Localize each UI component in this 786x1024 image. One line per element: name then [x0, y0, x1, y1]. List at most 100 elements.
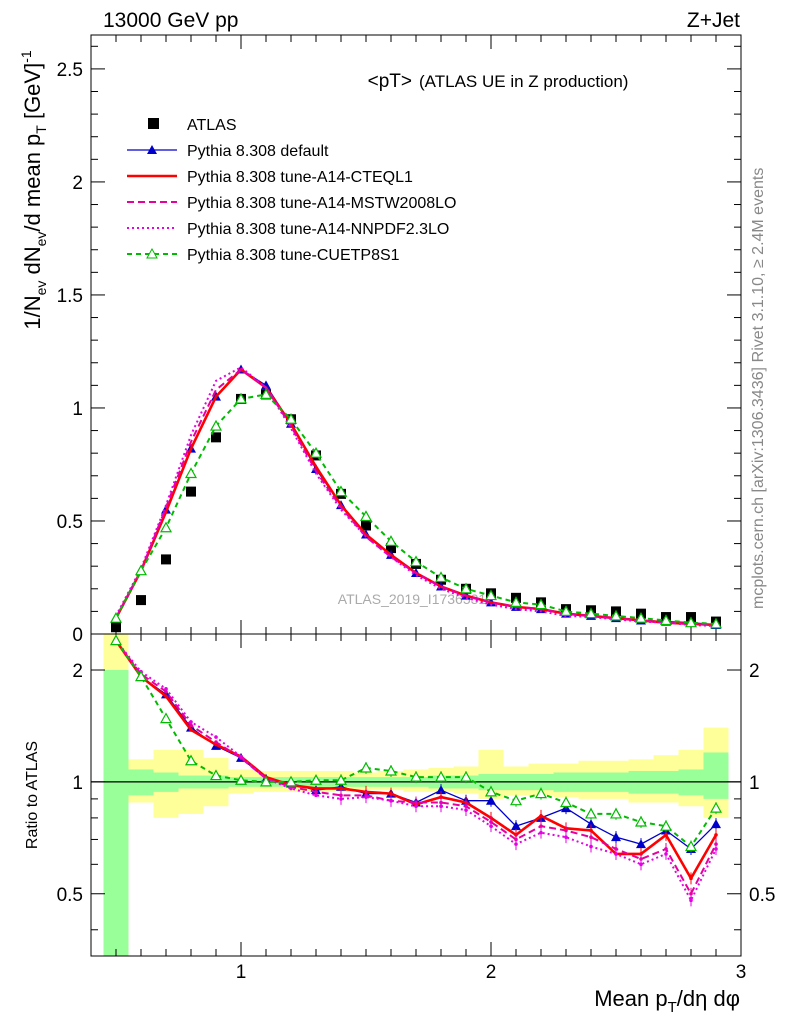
energy-label: 13000 GeV pp — [103, 9, 238, 32]
series-marker — [434, 571, 448, 583]
ratio-marker — [689, 891, 693, 896]
series-marker — [609, 609, 623, 621]
ratio-marker — [314, 790, 318, 794]
series-marker — [584, 607, 598, 619]
atlas-point — [136, 595, 146, 606]
series-marker — [659, 614, 673, 626]
series-line — [115, 368, 717, 626]
legend-entry: ATLAS — [148, 117, 237, 134]
ratio-marker — [239, 754, 243, 759]
ratio-marker — [489, 824, 493, 828]
ratio-marker — [589, 844, 593, 849]
ratio-marker — [259, 775, 273, 787]
main-panel-series — [109, 364, 723, 633]
y-tick-label: 1.5 — [57, 286, 83, 307]
series-marker — [184, 467, 198, 479]
ratio-marker — [384, 764, 398, 776]
ratio-marker — [639, 862, 643, 867]
ratio-marker — [184, 754, 198, 766]
ratio-marker — [359, 761, 373, 773]
ratio-marker — [314, 793, 318, 798]
series-5 — [109, 388, 723, 629]
analysis-watermark: ATLAS_2019_I1736531 — [338, 591, 487, 607]
ratio-marker — [589, 828, 593, 833]
ratio-y-tick-label-right: 1 — [749, 773, 760, 794]
series-4 — [115, 366, 717, 628]
ratio-marker — [664, 852, 668, 856]
series-2 — [114, 367, 717, 627]
series-marker — [484, 589, 498, 601]
plot-title: <pT> (ATLAS UE in Z production) — [368, 71, 629, 92]
x-tick-label: 1 — [236, 962, 247, 983]
ratio-marker — [109, 634, 123, 646]
series-marker — [534, 598, 548, 610]
y-tick-label: 0 — [72, 625, 83, 646]
atlas-point — [111, 622, 121, 633]
ratio-marker — [509, 794, 523, 806]
ratio-marker — [209, 769, 223, 781]
ratio-marker — [284, 775, 298, 787]
ratio-marker — [334, 774, 348, 785]
ratio-marker — [659, 819, 673, 831]
ratio-marker — [234, 774, 248, 785]
ratio-y-tick-label-right: 2 — [749, 661, 760, 682]
legend: ATLAS Pythia 8.308 default Pythia 8.308 tu… — [127, 117, 456, 264]
title-main: <pT> — [368, 71, 412, 92]
ratio-marker — [609, 807, 623, 819]
legend-label: Pythia 8.308 tune-A14-NNPDF2.3LO — [187, 221, 449, 238]
ratio-marker — [714, 847, 718, 851]
series-marker — [359, 510, 373, 522]
legend-label: Pythia 8.308 tune-A14-MSTW2008LO — [187, 195, 456, 212]
ratio-marker — [164, 689, 168, 694]
ratio-marker — [636, 839, 646, 849]
legend-entry: Pythia 8.308 tune-A14-NNPDF2.3LO — [127, 221, 449, 238]
ratio-marker — [714, 833, 718, 837]
series-marker — [109, 611, 123, 623]
legend-label: Pythia 8.308 tune-A14-CTEQL1 — [187, 169, 413, 186]
series-marker — [509, 596, 523, 607]
ratio-marker — [486, 795, 496, 805]
ratio-series-4 — [109, 634, 723, 853]
ratio-marker — [189, 723, 193, 728]
ratio-marker — [164, 694, 168, 699]
series-marker — [309, 446, 323, 458]
series-marker — [159, 521, 173, 533]
ratio-marker — [214, 735, 218, 739]
series-marker — [284, 413, 298, 424]
ratio-uncertainty-bands — [103, 634, 729, 956]
y-tick-label: 2 — [72, 173, 83, 194]
ratio-marker — [564, 828, 568, 833]
main-panel-axes: 0 0.5 1 1.5 2 2.5 — [57, 34, 742, 646]
process-label: Z+Jet — [687, 9, 740, 32]
ratio-marker — [339, 797, 343, 801]
ratio-marker — [664, 833, 668, 837]
ratio-line — [115, 640, 717, 848]
y-tick-label: 1 — [72, 399, 83, 420]
series-marker — [384, 535, 398, 546]
ratio-marker — [684, 840, 698, 852]
ratio-marker — [459, 770, 473, 782]
ratio-panel-series — [109, 634, 723, 907]
legend-label: Pythia 8.308 default — [187, 143, 329, 160]
ratio-marker — [189, 720, 193, 724]
ratio-marker — [589, 835, 593, 839]
atlas-point — [386, 543, 396, 554]
source-label: mcplots.cern.ch [arXiv:1306.3436] — [750, 367, 767, 609]
x-tick-label: 3 — [736, 962, 747, 983]
legend-entry: Pythia 8.308 default — [127, 143, 329, 160]
series-marker — [684, 616, 698, 628]
series-marker — [634, 611, 648, 623]
rivet-version-label: Rivet 3.1.10, ≥ 2.4M events — [750, 168, 767, 363]
legend-entry: Pythia 8.308 tune-A14-MSTW2008LO — [127, 195, 456, 212]
ratio-marker — [711, 819, 721, 829]
stat-band — [703, 752, 729, 799]
ratio-marker — [614, 852, 618, 856]
series-marker — [409, 555, 423, 567]
ratio-marker — [289, 786, 293, 791]
ratio-marker — [539, 824, 543, 828]
title-sub: (ATLAS UE in Z production) — [419, 72, 628, 91]
ratio-marker — [189, 728, 193, 732]
ratio-series-0 — [111, 635, 721, 855]
series-line — [114, 367, 717, 627]
